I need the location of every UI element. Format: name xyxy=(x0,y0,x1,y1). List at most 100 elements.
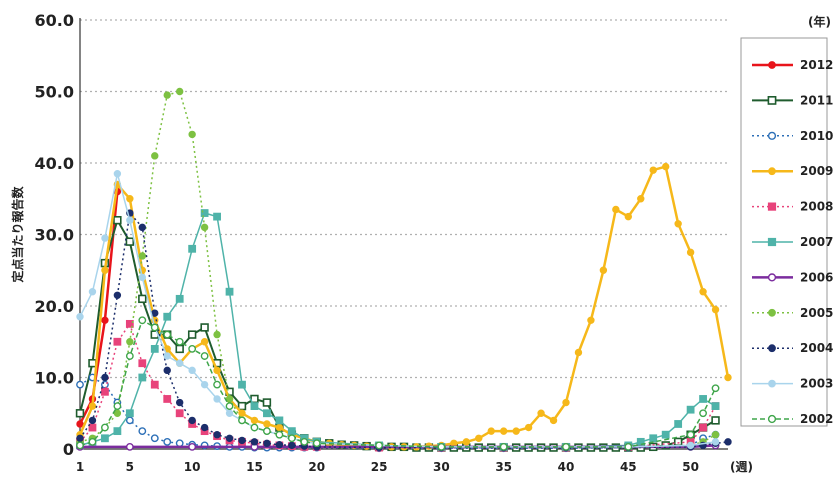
y-tick-label: 50.0 xyxy=(35,83,74,102)
data-point xyxy=(287,434,296,443)
data-point xyxy=(188,416,196,425)
data-point xyxy=(686,441,695,450)
series-2011 xyxy=(75,216,720,452)
data-point xyxy=(151,152,159,160)
data-point xyxy=(163,366,171,375)
data-point xyxy=(101,423,109,432)
data-point xyxy=(624,442,633,451)
data-point xyxy=(88,402,97,410)
data-point xyxy=(624,212,633,221)
legend-item: 2003 xyxy=(752,377,833,391)
legend-label: 2007 xyxy=(800,235,833,249)
data-point xyxy=(225,402,234,410)
y-axis: 0 10.0 20.0 30.0 40.0 50.0 60.0 xyxy=(35,11,81,459)
data-point xyxy=(225,409,234,417)
y-axis-label: 定点当たり報告数 xyxy=(10,186,25,283)
data-point xyxy=(113,291,122,299)
x-tick-label: 45 xyxy=(620,460,637,474)
data-point xyxy=(487,427,495,435)
data-point xyxy=(200,338,209,346)
data-point xyxy=(263,409,271,418)
data-point xyxy=(150,434,159,443)
legend-label: 2005 xyxy=(800,306,833,320)
data-point xyxy=(76,313,84,321)
legend-label: 2004 xyxy=(800,341,833,355)
data-point xyxy=(175,409,184,418)
data-point xyxy=(724,438,732,446)
data-point xyxy=(587,316,595,324)
data-point xyxy=(126,195,134,203)
data-point xyxy=(150,345,159,353)
data-point xyxy=(138,294,147,304)
data-point xyxy=(88,288,97,296)
data-point xyxy=(262,398,272,407)
x-axis-unit: (週) xyxy=(730,459,753,474)
data-point xyxy=(238,436,246,445)
data-point xyxy=(300,437,309,446)
data-point xyxy=(674,220,682,228)
data-point xyxy=(88,437,97,446)
series-2005 xyxy=(76,87,720,451)
data-point xyxy=(113,337,122,346)
data-point xyxy=(288,441,296,450)
series-line xyxy=(79,319,717,448)
data-point xyxy=(163,352,171,360)
data-point xyxy=(375,441,383,450)
data-point xyxy=(711,431,720,439)
legend-item: 2006 xyxy=(752,270,833,284)
series-line xyxy=(79,212,716,448)
data-point xyxy=(88,423,97,432)
legend-label: 2009 xyxy=(800,164,833,178)
data-point xyxy=(200,223,209,232)
legend-item: 2009 xyxy=(752,164,833,178)
data-point xyxy=(768,308,776,317)
legend-item: 2004 xyxy=(752,341,833,355)
x-tick-label: 15 xyxy=(246,460,263,474)
data-point xyxy=(574,348,583,357)
data-point xyxy=(125,352,134,360)
data-point xyxy=(499,442,508,451)
data-point xyxy=(138,427,147,436)
data-point xyxy=(238,409,246,417)
data-point xyxy=(225,287,234,296)
data-point xyxy=(213,431,221,439)
legend-item: 2008 xyxy=(752,200,833,214)
data-point xyxy=(101,387,109,396)
y-tick-label: 0 xyxy=(63,440,74,459)
data-point xyxy=(711,305,720,314)
legend-item: 2005 xyxy=(752,306,833,320)
data-point xyxy=(263,420,271,428)
x-tick-label: 10 xyxy=(184,460,201,474)
data-point xyxy=(76,420,84,428)
data-point xyxy=(76,380,84,389)
data-point xyxy=(213,366,221,375)
data-point xyxy=(163,437,172,446)
data-point xyxy=(767,96,777,105)
legend-label: 2006 xyxy=(800,270,833,284)
series-line xyxy=(79,323,717,449)
x-tick-label: 25 xyxy=(371,460,388,474)
data-point xyxy=(200,423,209,432)
data-point xyxy=(175,398,184,407)
data-point xyxy=(101,266,109,274)
data-point xyxy=(686,248,695,257)
data-point xyxy=(138,359,147,368)
legend-label: 2010 xyxy=(800,129,833,143)
data-point xyxy=(138,252,147,260)
data-point xyxy=(699,288,707,296)
series-line xyxy=(79,376,716,450)
data-point xyxy=(150,323,159,332)
data-point xyxy=(101,234,109,242)
data-point xyxy=(437,442,446,451)
data-point xyxy=(125,237,135,246)
legend-box xyxy=(740,37,828,427)
data-point xyxy=(275,423,284,432)
data-point xyxy=(200,380,209,389)
x-tick-label: 40 xyxy=(558,460,575,474)
data-point xyxy=(287,427,296,436)
data-point xyxy=(711,402,720,411)
data-point xyxy=(101,316,109,324)
data-point xyxy=(138,273,147,282)
data-point xyxy=(101,434,109,443)
x-tick-label: 35 xyxy=(495,460,512,474)
